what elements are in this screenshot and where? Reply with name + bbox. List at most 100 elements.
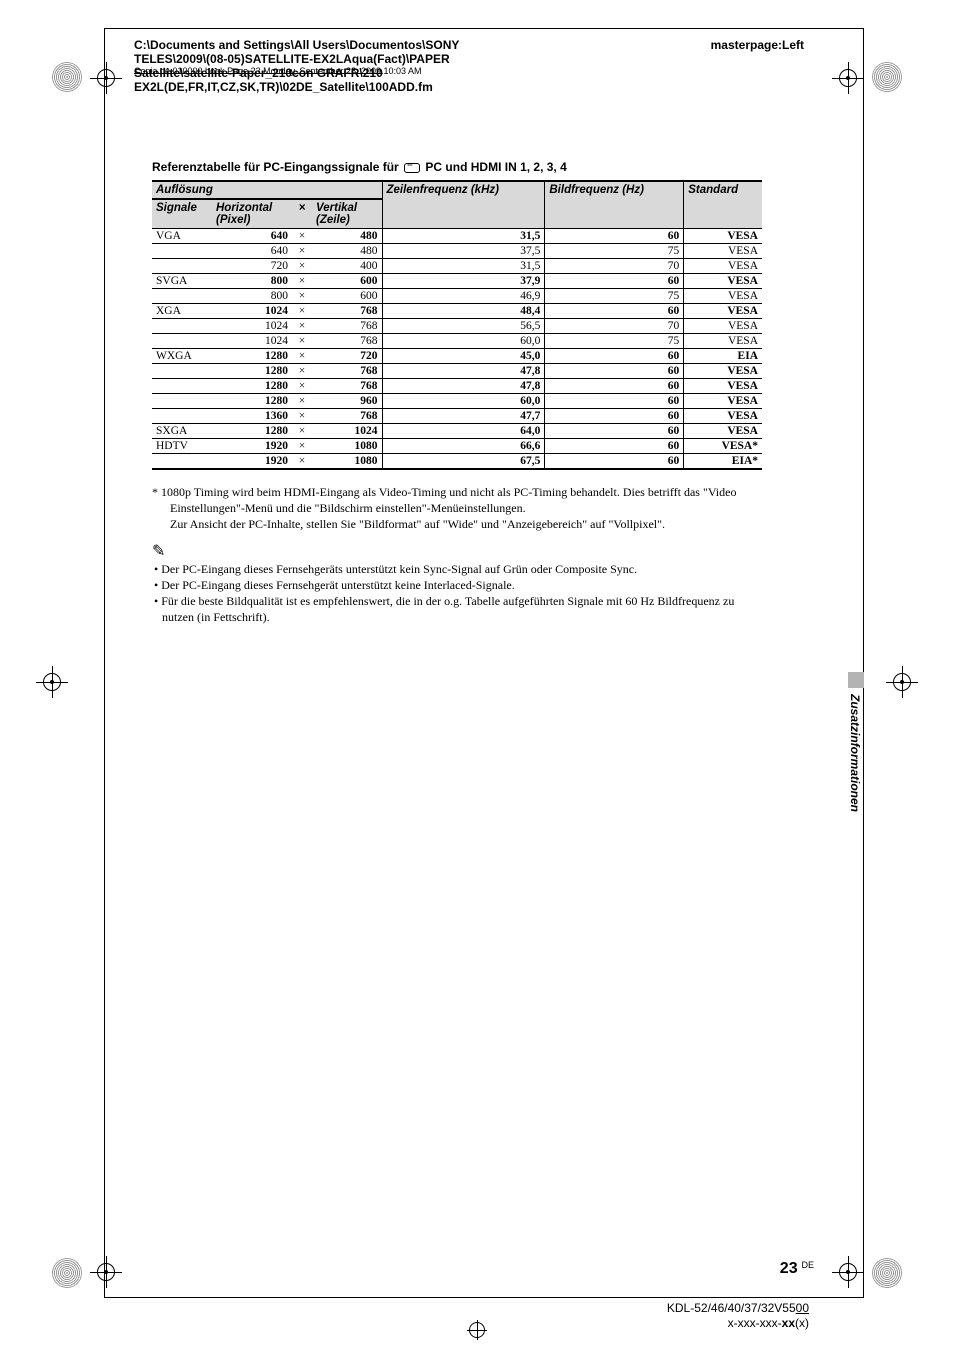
cell-h: 1360 [212, 409, 292, 424]
table-row: VGA640×48031,560VESA [152, 229, 762, 244]
footer-model: KDL-52/46/40/37/32V5500 [667, 1301, 809, 1317]
cell-lf: 47,8 [382, 364, 545, 379]
cell-signal [152, 334, 212, 349]
cell-x: × [292, 364, 312, 379]
cell-h: 800 [212, 289, 292, 304]
cell-bf: 60 [545, 454, 684, 470]
cell-h: 1280 [212, 364, 292, 379]
crop-circle-br [872, 1258, 902, 1288]
masterpage-label: masterpage:Left [711, 38, 804, 52]
cell-signal [152, 289, 212, 304]
cell-signal [152, 409, 212, 424]
cell-lf: 66,6 [382, 439, 545, 454]
cell-std: VESA [684, 244, 762, 259]
cell-bf: 60 [545, 349, 684, 364]
cell-x: × [292, 439, 312, 454]
cell-std: VESA [684, 379, 762, 394]
th-framefreq: Bildfrequenz (Hz) [545, 181, 684, 229]
cell-x: × [292, 259, 312, 274]
cell-x: × [292, 274, 312, 289]
cell-x: × [292, 424, 312, 439]
cell-v: 768 [312, 334, 382, 349]
cell-signal [152, 244, 212, 259]
cell-signal: WXGA [152, 349, 212, 364]
cell-bf: 70 [545, 319, 684, 334]
cell-bf: 75 [545, 334, 684, 349]
footnote-line2: Zur Ansicht der PC-Inhalte, stellen Sie … [152, 516, 762, 532]
cell-std: VESA [684, 394, 762, 409]
cell-x: × [292, 289, 312, 304]
cell-h: 1280 [212, 349, 292, 364]
cell-v: 600 [312, 274, 382, 289]
cell-signal [152, 454, 212, 470]
cell-lf: 46,9 [382, 289, 545, 304]
cell-x: × [292, 394, 312, 409]
bullet-2: • Der PC-Eingang dieses Fernsehgerät unt… [152, 577, 762, 593]
cell-signal: HDTV [152, 439, 212, 454]
header-block: masterpage:Left C:\Documents and Setting… [134, 38, 834, 94]
cell-lf: 56,5 [382, 319, 545, 334]
cell-signal: VGA [152, 229, 212, 244]
table-row: SVGA800×60037,960VESA [152, 274, 762, 289]
th-standard: Standard [684, 181, 762, 229]
cell-signal [152, 319, 212, 334]
cell-h: 1024 [212, 334, 292, 349]
table-row: 1024×76856,570VESA [152, 319, 762, 334]
crop-circle-tl [52, 62, 82, 92]
cell-h: 1024 [212, 304, 292, 319]
cell-bf: 60 [545, 364, 684, 379]
main-content: Referenztabelle für PC-Eingangssignale f… [152, 160, 762, 625]
cell-bf: 70 [545, 259, 684, 274]
crop-target-bottom-center [467, 1320, 487, 1340]
cell-lf: 37,9 [382, 274, 545, 289]
cell-h: 800 [212, 274, 292, 289]
header-path-4: EX2L(DE,FR,IT,CZ,SK,TR)\02DE_Satellite\1… [134, 80, 834, 94]
cell-lf: 31,5 [382, 259, 545, 274]
cell-v: 1080 [312, 439, 382, 454]
table-row: 1920×108067,560EIA* [152, 454, 762, 470]
crop-circle-bl [52, 1258, 82, 1288]
cell-x: × [292, 379, 312, 394]
cell-std: EIA* [684, 454, 762, 470]
bullet-1: • Der PC-Eingang dieses Fernsehgeräts un… [152, 561, 762, 577]
spec-table: Auflösung Zeilenfrequenz (kHz) Bildfrequ… [152, 180, 762, 470]
cell-std: VESA [684, 409, 762, 424]
cell-x: × [292, 454, 312, 470]
cell-signal [152, 259, 212, 274]
cell-v: 960 [312, 394, 382, 409]
cell-lf: 48,4 [382, 304, 545, 319]
cell-v: 600 [312, 289, 382, 304]
cell-x: × [292, 229, 312, 244]
table-row: 720×40031,570VESA [152, 259, 762, 274]
cell-signal: XGA [152, 304, 212, 319]
cell-std: VESA [684, 229, 762, 244]
cell-bf: 60 [545, 409, 684, 424]
cell-x: × [292, 334, 312, 349]
cell-h: 720 [212, 259, 292, 274]
table-row: 640×48037,575VESA [152, 244, 762, 259]
cell-bf: 60 [545, 304, 684, 319]
cell-x: × [292, 409, 312, 424]
th-vertical: Vertikal (Zeile) [312, 199, 382, 229]
cell-h: 1920 [212, 454, 292, 470]
header-path-2: TELES\2009\(08-05)SATELLITE-EX2LAqua(Fac… [134, 52, 834, 66]
bullet-3: • Für die beste Bildqualität ist es empf… [152, 593, 762, 625]
cell-bf: 60 [545, 229, 684, 244]
table-row: 1280×76847,860VESA [152, 379, 762, 394]
cell-signal [152, 379, 212, 394]
cell-signal [152, 364, 212, 379]
cell-bf: 75 [545, 244, 684, 259]
cell-lf: 47,8 [382, 379, 545, 394]
footnote-block: * 1080p Timing wird beim HDMI-Eingang al… [152, 484, 762, 533]
cell-lf: 31,5 [382, 229, 545, 244]
notes-bullets: • Der PC-Eingang dieses Fernsehgeräts un… [152, 561, 762, 626]
table-row: 800×60046,975VESA [152, 289, 762, 304]
cell-v: 720 [312, 349, 382, 364]
th-resolution-group: Auflösung [152, 181, 382, 199]
table-row: HDTV1920×108066,660VESA* [152, 439, 762, 454]
crop-target-mr [890, 670, 914, 694]
table-row: WXGA1280×72045,060EIA [152, 349, 762, 364]
cell-signal: SVGA [152, 274, 212, 289]
table-row: SXGA1280×102464,060VESA [152, 424, 762, 439]
table-row: 1360×76847,760VESA [152, 409, 762, 424]
